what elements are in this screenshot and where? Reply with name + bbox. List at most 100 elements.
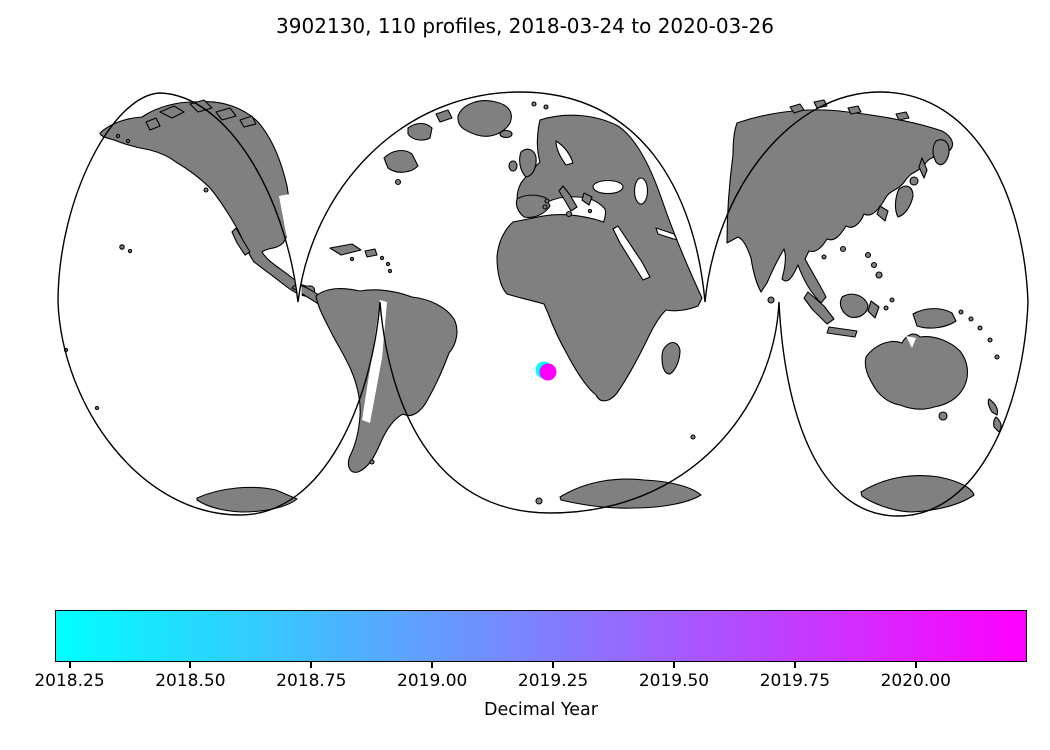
colorbar-tick-label: 2020.00 bbox=[880, 671, 951, 691]
italy bbox=[558, 185, 578, 212]
sakhalin bbox=[918, 157, 928, 179]
colorbar-tick-label: 2018.75 bbox=[276, 671, 347, 691]
svalbard bbox=[543, 104, 549, 110]
korea bbox=[876, 205, 889, 222]
labrador bbox=[383, 149, 419, 173]
hawaii-island bbox=[127, 248, 133, 254]
gulf-of-carpentaria bbox=[906, 336, 916, 348]
borneo bbox=[839, 293, 869, 318]
pacific-island bbox=[987, 337, 993, 343]
baltic-sea bbox=[555, 140, 574, 166]
greenland bbox=[457, 100, 512, 137]
new-zealand bbox=[987, 398, 1002, 433]
latest-profiles-marker bbox=[539, 363, 557, 381]
pacific-island bbox=[994, 354, 1000, 360]
colorbar-tick-mark bbox=[431, 662, 434, 668]
arctic-islands-asia bbox=[789, 99, 910, 121]
philippines-island bbox=[870, 261, 878, 269]
continent-south-america bbox=[315, 288, 458, 473]
hainan bbox=[821, 254, 827, 260]
taiwan bbox=[839, 245, 847, 253]
profile-cluster-marker bbox=[535, 361, 557, 381]
antilles-island bbox=[379, 255, 385, 261]
sri-lanka bbox=[767, 296, 775, 304]
colorbar-tick-mark bbox=[552, 662, 555, 668]
colorbar-tick-label: 2019.50 bbox=[638, 671, 710, 691]
colorbar-tick-label: 2019.75 bbox=[759, 671, 831, 691]
antarctic-peninsula-tip bbox=[535, 497, 543, 505]
red-sea bbox=[612, 225, 651, 281]
continent-australia bbox=[864, 333, 969, 410]
falkland-islands bbox=[369, 459, 375, 465]
jamaica bbox=[349, 256, 355, 262]
colorbar-ticks: 2018.25 2018.50 2018.75 2019.00 2019.25 2019.… bbox=[34, 662, 1027, 702]
baffin-island bbox=[407, 122, 433, 141]
colorbar-tick-mark bbox=[189, 662, 192, 668]
caspian-sea bbox=[633, 177, 649, 205]
vancouver-island bbox=[203, 187, 209, 193]
ireland bbox=[508, 160, 518, 172]
aleutian-island bbox=[125, 138, 131, 144]
philippines-island bbox=[875, 271, 883, 279]
cuba bbox=[329, 243, 362, 256]
colorbar-tick-label: 2018.25 bbox=[34, 671, 105, 691]
tasmania bbox=[938, 411, 948, 421]
iceland bbox=[499, 129, 513, 139]
colorbar-tick-mark bbox=[310, 662, 313, 668]
java bbox=[826, 326, 858, 338]
ellesmere-island bbox=[435, 109, 453, 123]
great-britain bbox=[519, 148, 537, 178]
japan bbox=[894, 185, 914, 218]
hispaniola bbox=[364, 248, 378, 258]
colorbar-tick-label: 2019.25 bbox=[517, 671, 589, 691]
kamchatka bbox=[932, 139, 950, 166]
new-guinea bbox=[912, 308, 957, 329]
sicily bbox=[565, 210, 573, 218]
hawaii-island bbox=[119, 244, 125, 250]
antarctica-right bbox=[860, 475, 975, 513]
persian-gulf bbox=[655, 227, 678, 241]
continents bbox=[63, 99, 1002, 513]
colorbar-tick-mark bbox=[672, 662, 675, 668]
greece bbox=[581, 192, 593, 206]
pacific-island bbox=[977, 325, 983, 331]
baja-california bbox=[231, 227, 251, 256]
corsica-sardinia bbox=[542, 204, 548, 210]
projection-lobes-outline bbox=[57, 91, 1029, 517]
colorbar-tick-mark bbox=[914, 662, 917, 668]
colorbar-tick-mark bbox=[68, 662, 71, 668]
colorbar-tick-label: 2018.50 bbox=[155, 671, 226, 691]
aleutian-island bbox=[115, 133, 121, 139]
pacific-island bbox=[958, 309, 964, 315]
pacific-islet bbox=[94, 405, 100, 411]
interruption-wedge-atlantic bbox=[279, 194, 302, 304]
moluccas-island bbox=[883, 305, 889, 311]
madagascar bbox=[661, 341, 681, 375]
antilles-island bbox=[385, 261, 391, 267]
antarctica-middle bbox=[559, 478, 702, 509]
crete bbox=[587, 208, 593, 214]
colorbar bbox=[55, 610, 1027, 662]
figure-title: 3902130, 110 profiles, 2018-03-24 to 202… bbox=[276, 14, 774, 38]
arctic-islands-na bbox=[145, 99, 257, 131]
interruption-wedge-south-america bbox=[362, 300, 387, 423]
colorbar-label: Decimal Year bbox=[484, 700, 598, 720]
moluccas-island bbox=[889, 297, 895, 303]
sulawesi bbox=[867, 300, 880, 319]
colorbar-tick-mark bbox=[793, 662, 796, 668]
pacific-island bbox=[968, 316, 974, 322]
iberian-peninsula bbox=[515, 194, 551, 218]
corsica-sardinia bbox=[544, 198, 550, 204]
black-sea bbox=[592, 179, 624, 195]
colorbar-tick-label: 2019.00 bbox=[397, 671, 468, 691]
antarctica-left bbox=[196, 486, 298, 513]
hokkaido bbox=[909, 176, 919, 186]
philippines-island bbox=[864, 251, 872, 259]
indian-ocean-islet bbox=[690, 434, 696, 440]
newfoundland bbox=[394, 178, 402, 186]
sumatra bbox=[803, 291, 835, 325]
antilles-island bbox=[387, 268, 393, 274]
svalbard bbox=[531, 101, 537, 107]
